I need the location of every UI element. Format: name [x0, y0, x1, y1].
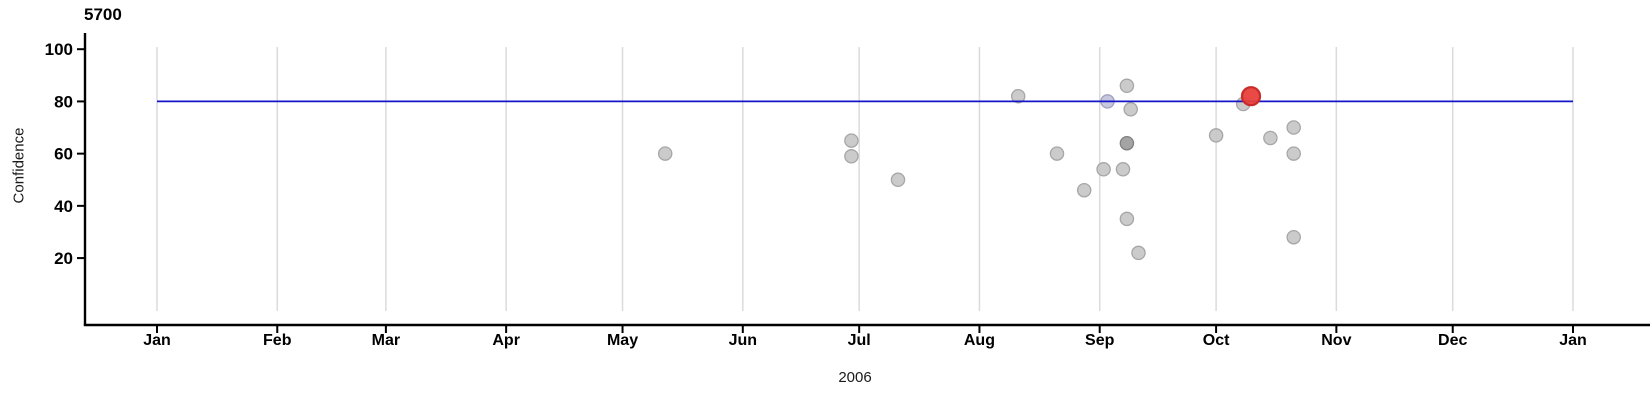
- x-tick-label: Oct: [1203, 332, 1230, 349]
- x-tick-label: Apr: [492, 332, 520, 349]
- data-point[interactable]: [657, 146, 673, 161]
- y-tick-label: 60: [54, 145, 73, 164]
- x-tick-label: Jan: [1559, 332, 1587, 349]
- data-point[interactable]: [844, 149, 859, 164]
- data-point[interactable]: [890, 172, 906, 188]
- x-tick-label: Aug: [964, 332, 995, 349]
- data-point[interactable]: [1119, 78, 1135, 94]
- data-point[interactable]: [1115, 162, 1131, 177]
- data-point[interactable]: [1010, 88, 1026, 104]
- y-tick-label: 80: [54, 92, 73, 111]
- data-point[interactable]: [1286, 146, 1301, 161]
- data-point[interactable]: [1263, 130, 1278, 146]
- chart-title: 5700: [84, 5, 122, 24]
- x-tick-label: Feb: [263, 332, 292, 349]
- data-point[interactable]: [1286, 120, 1301, 135]
- data-point[interactable]: [844, 133, 859, 148]
- x-tick-label: Mar: [372, 332, 400, 349]
- y-tick-label: 40: [54, 197, 73, 216]
- x-tick-label: Jan: [143, 332, 171, 349]
- x-tick-label: Dec: [1438, 332, 1467, 349]
- data-point[interactable]: [1119, 211, 1135, 227]
- x-tick-label: Jun: [729, 332, 757, 349]
- data-point[interactable]: [1208, 128, 1224, 143]
- y-axis-label: Confidence: [10, 127, 28, 204]
- data-point[interactable]: [1131, 245, 1146, 261]
- x-tick-label: Jul: [848, 332, 871, 349]
- data-point[interactable]: [1286, 229, 1301, 245]
- highlighted-data-point[interactable]: [1240, 86, 1262, 107]
- y-tick-label: 100: [45, 40, 73, 59]
- x-tick-label: Sep: [1085, 332, 1115, 349]
- x-axis-label: 2006: [838, 369, 872, 386]
- x-tick-label: May: [607, 332, 638, 349]
- y-tick-label: 20: [54, 249, 73, 268]
- data-point[interactable]: [1096, 162, 1111, 177]
- data-point[interactable]: [1076, 182, 1092, 198]
- x-tick-label: Nov: [1321, 332, 1351, 349]
- overlapping-data-point[interactable]: [1119, 135, 1135, 151]
- data-point[interactable]: [1123, 102, 1138, 117]
- data-point[interactable]: [1049, 146, 1065, 161]
